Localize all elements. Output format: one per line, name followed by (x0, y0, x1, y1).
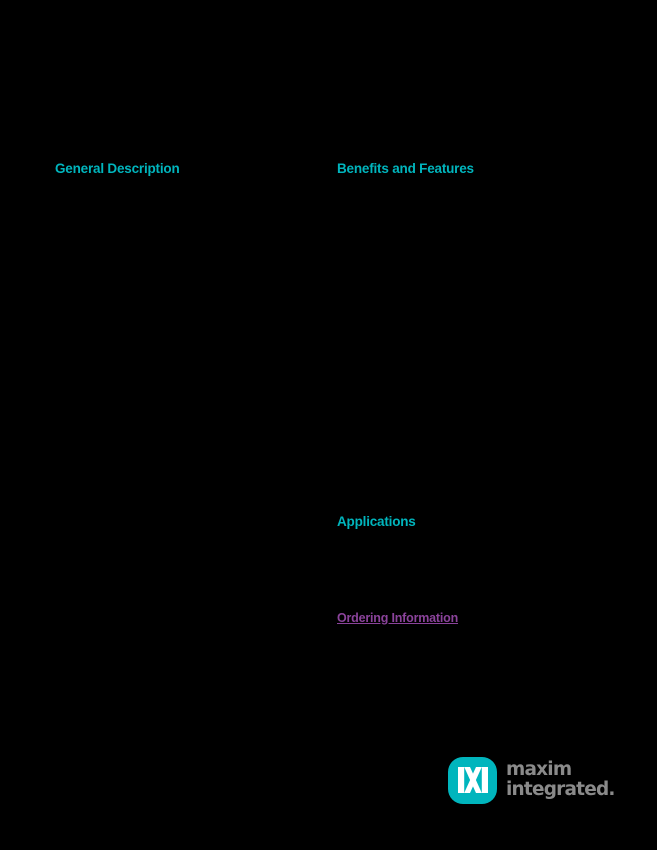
maxim-m-mark-icon (448, 756, 497, 804)
ordering-information-link[interactable]: Ordering Information (337, 611, 459, 625)
maxim-integrated-logo: maxim integrated. (448, 755, 615, 805)
logo-wordmark: maxim integrated. (506, 759, 615, 800)
section-heading-benefits-and-features: Benefits and Features (337, 161, 474, 176)
logo-wordmark-line2: integrated. (506, 778, 615, 800)
section-heading-applications: Applications (337, 514, 416, 529)
section-heading-general-description: General Description (55, 161, 180, 176)
logo-wordmark-line1: maxim (506, 759, 572, 780)
